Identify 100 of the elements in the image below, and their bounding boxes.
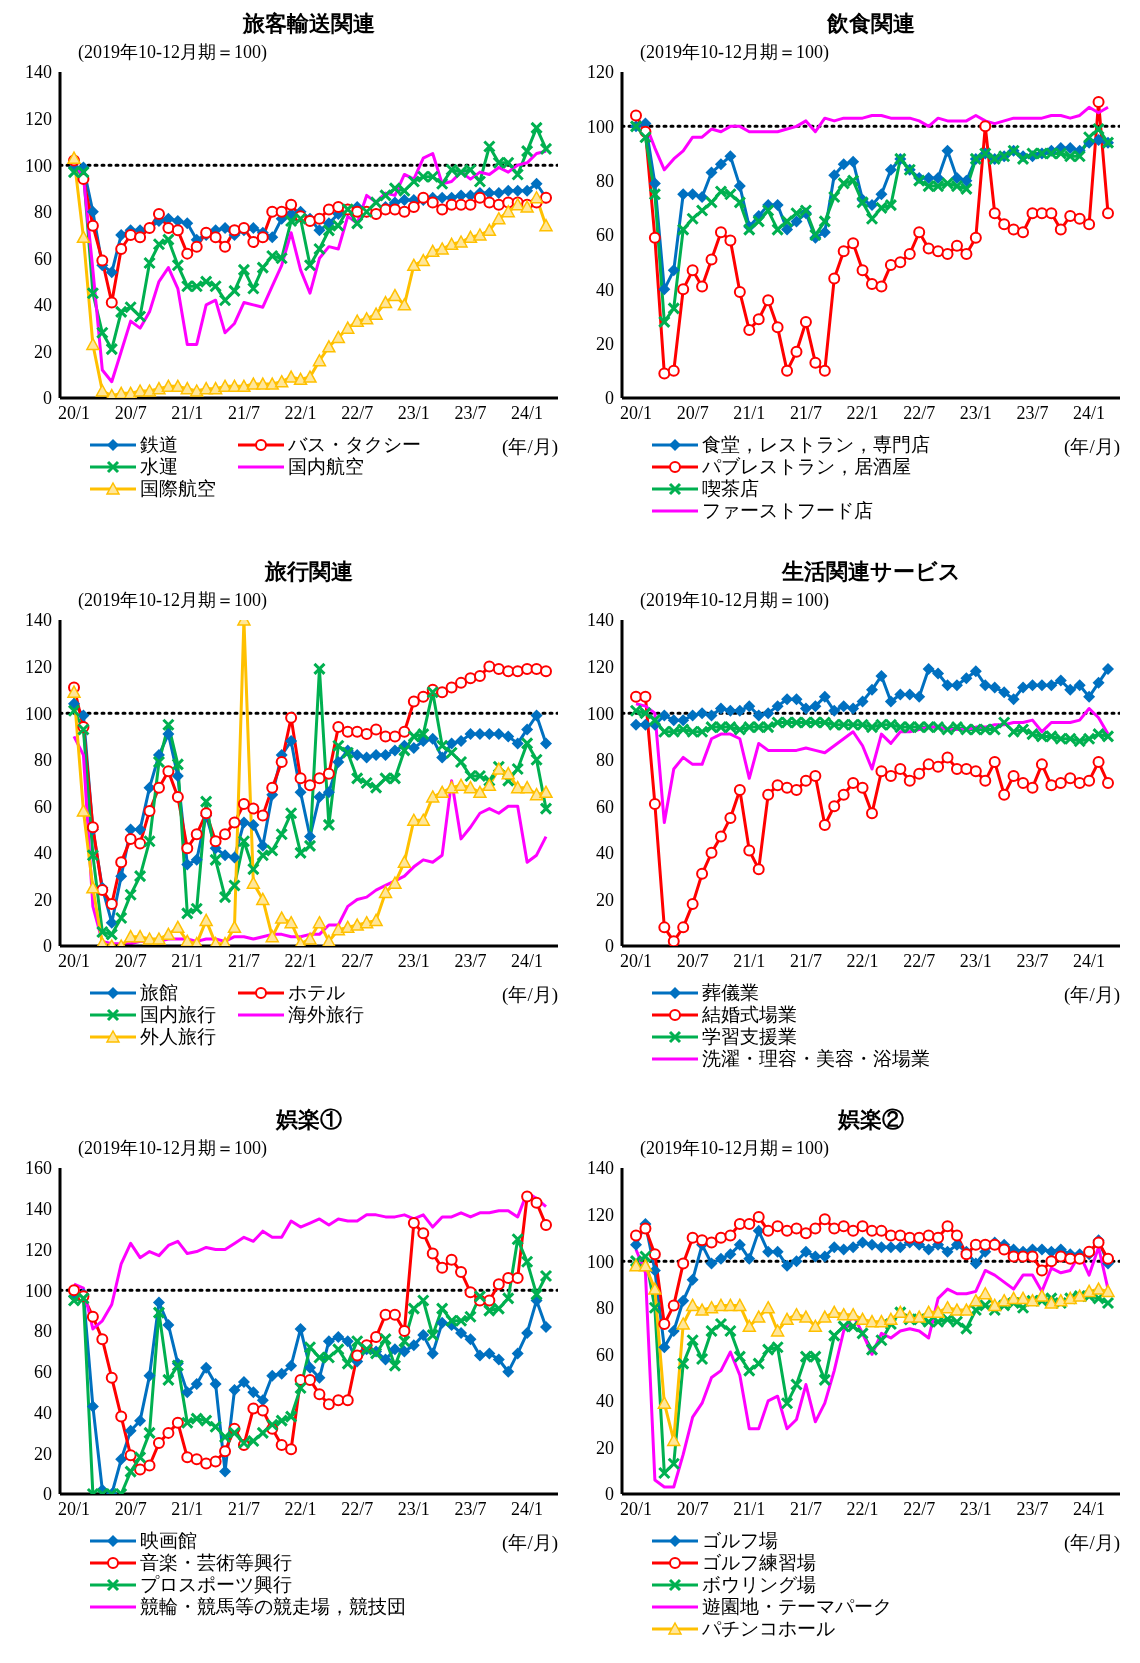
x-tick-label: 22/7 <box>341 402 374 423</box>
x-tick-label: 21/1 <box>171 950 204 971</box>
x-tick-label: 22/7 <box>341 950 374 971</box>
x-tick-label: 21/1 <box>733 950 766 971</box>
y-tick-label: 20 <box>596 889 614 910</box>
y-tick-label: 60 <box>34 796 52 817</box>
y-tick-label: 120 <box>587 1204 614 1225</box>
y-tick-label: 0 <box>605 388 614 409</box>
x-tick-label: 23/7 <box>1016 950 1049 971</box>
x-tick-label: 24/1 <box>511 950 544 971</box>
y-tick-label: 120 <box>25 1239 52 1260</box>
y-tick-label: 60 <box>596 225 614 246</box>
y-tick-label: 100 <box>25 155 52 176</box>
legend-label: バス・タクシー <box>288 434 421 456</box>
x-tick-label: 20/1 <box>619 1498 653 1519</box>
legend-label: 旅館 <box>140 982 178 1004</box>
x-tick-label: 21/1 <box>171 1498 204 1519</box>
legend-label: 外人旅行 <box>140 1026 216 1048</box>
y-tick-label: 120 <box>25 108 52 129</box>
legend-label: ホテル <box>288 982 345 1004</box>
y-tick-label: 40 <box>34 295 52 316</box>
x-tick-label: 21/1 <box>171 402 204 423</box>
y-tick-label: 20 <box>34 341 52 362</box>
x-axis-title: (年/月) <box>502 983 558 1007</box>
x-axis-title: (年/月) <box>1064 435 1120 459</box>
x-tick-label: 22/1 <box>284 950 317 971</box>
x-tick-label: 20/1 <box>57 402 91 423</box>
x-tick-label: 22/1 <box>846 402 879 423</box>
y-axis-title: (2019年10-12月期＝100) <box>639 1137 830 1160</box>
y-tick-label: 100 <box>587 116 614 137</box>
legend-label: 映画館 <box>140 1530 197 1552</box>
y-tick-label: 120 <box>25 656 52 677</box>
x-tick-label: 23/7 <box>1016 402 1049 423</box>
x-tick-label: 23/7 <box>454 402 487 423</box>
legend-label: 葬儀業 <box>702 982 759 1004</box>
y-axis-title: (2019年10-12月期＝100) <box>77 589 268 612</box>
x-tick-label: 22/7 <box>341 1498 374 1519</box>
y-tick-label: 0 <box>605 936 614 957</box>
y-tick-label: 40 <box>596 843 614 864</box>
x-tick-label: 20/7 <box>114 1498 147 1519</box>
legend-label: 海外旅行 <box>288 1004 364 1026</box>
x-tick-label: 21/7 <box>789 1498 822 1519</box>
y-tick-label: 120 <box>587 656 614 677</box>
chart-title: 娯楽② <box>837 1106 905 1134</box>
chart-title: 娯楽① <box>275 1106 343 1134</box>
y-axis-title: (2019年10-12月期＝100) <box>77 1137 268 1160</box>
y-tick-label: 80 <box>596 171 614 192</box>
y-tick-label: 100 <box>587 1251 614 1272</box>
chart-title: 旅行関連 <box>263 558 354 586</box>
x-tick-label: 24/1 <box>511 402 544 423</box>
x-tick-label: 23/1 <box>397 950 430 971</box>
x-tick-label: 20/1 <box>57 1498 91 1519</box>
x-tick-label: 24/1 <box>1073 1498 1106 1519</box>
x-tick-label: 22/1 <box>284 1498 317 1519</box>
x-axis-title: (年/月) <box>502 435 558 459</box>
legend-label: 結婚式場業 <box>702 1004 797 1026</box>
y-tick-label: 0 <box>43 1484 52 1505</box>
y-tick-label: 60 <box>34 248 52 269</box>
y-tick-label: 140 <box>587 1158 614 1179</box>
x-tick-label: 22/1 <box>846 950 879 971</box>
legend-label: ボウリング場 <box>702 1574 816 1596</box>
y-tick-label: 20 <box>34 889 52 910</box>
y-tick-label: 40 <box>34 843 52 864</box>
y-tick-label: 100 <box>587 703 614 724</box>
y-tick-label: 40 <box>596 1391 614 1412</box>
x-tick-label: 20/7 <box>114 950 147 971</box>
y-tick-label: 20 <box>596 1437 614 1458</box>
chart-title: 飲食関連 <box>826 10 916 38</box>
x-tick-label: 23/7 <box>1016 1498 1049 1519</box>
y-tick-label: 120 <box>587 62 614 83</box>
x-tick-label: 23/1 <box>959 950 992 971</box>
x-axis-title: (年/月) <box>1064 1531 1120 1555</box>
x-axis-title: (年/月) <box>1064 983 1120 1007</box>
x-tick-label: 23/1 <box>959 402 992 423</box>
legend-label: 競輪・競馬等の競走場，競技団 <box>140 1596 406 1618</box>
x-tick-label: 20/1 <box>619 402 653 423</box>
legend-label: プロスポーツ興行 <box>140 1574 292 1596</box>
legend-label: 鉄道 <box>140 434 178 456</box>
x-tick-label: 20/7 <box>676 402 709 423</box>
x-tick-label: 23/7 <box>454 950 487 971</box>
y-tick-label: 60 <box>596 1344 614 1365</box>
x-tick-label: 22/1 <box>284 402 317 423</box>
x-tick-label: 23/1 <box>397 1498 430 1519</box>
x-tick-label: 21/7 <box>789 402 822 423</box>
legend-label: 水運 <box>140 456 178 478</box>
legend-label: ゴルフ場 <box>702 1530 778 1552</box>
y-tick-label: 140 <box>587 610 614 631</box>
chart-title: 生活関連サービス <box>780 558 962 586</box>
x-tick-label: 24/1 <box>1073 402 1106 423</box>
y-tick-label: 0 <box>43 936 52 957</box>
x-tick-label: 21/7 <box>227 1498 260 1519</box>
y-tick-label: 140 <box>25 62 52 83</box>
y-tick-label: 20 <box>34 1443 52 1464</box>
x-tick-label: 22/7 <box>903 1498 936 1519</box>
legend-label: 国際航空 <box>140 478 216 500</box>
legend-label: 学習支援業 <box>702 1026 797 1048</box>
x-axis-title: (年/月) <box>502 1531 558 1555</box>
x-tick-label: 21/1 <box>733 402 766 423</box>
x-tick-label: 22/7 <box>903 950 936 971</box>
x-tick-label: 21/1 <box>733 1498 766 1519</box>
